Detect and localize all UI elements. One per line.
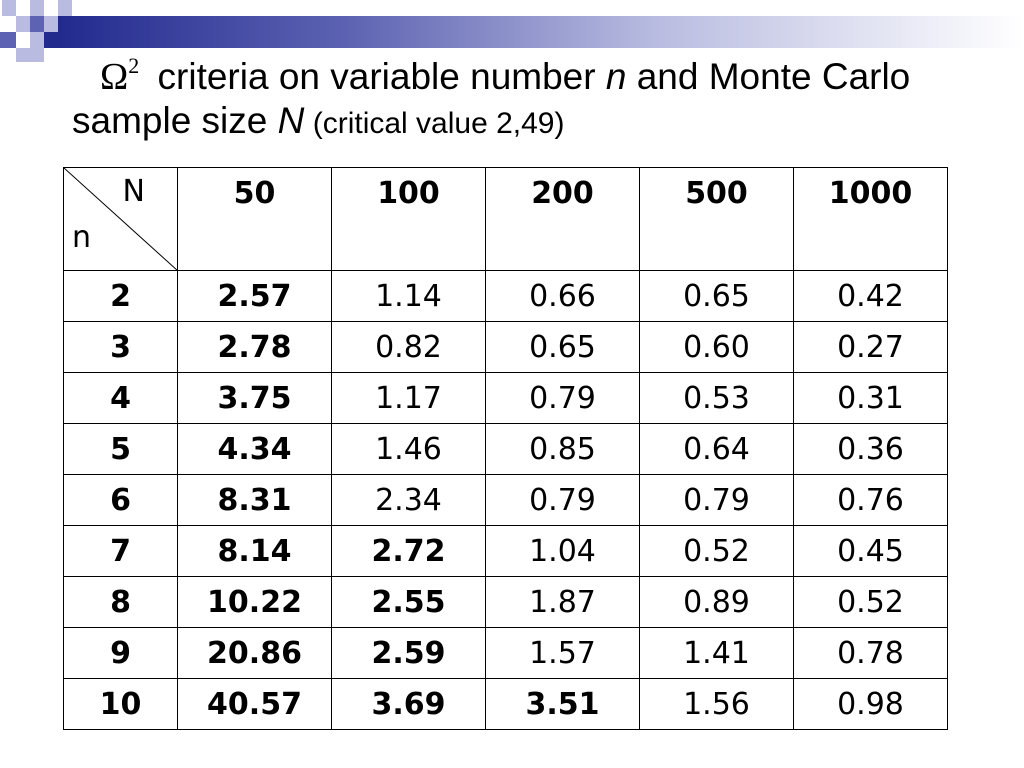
title-var-n: n [605,56,627,97]
table-cell: 0.60 [639,321,794,373]
table-row: 4 3.75 1.17 0.79 0.53 0.31 [63,372,948,424]
table-cell: 2.55 [331,576,486,628]
table-cell: 2.34 [331,474,486,526]
table-cell: 1.14 [331,270,486,322]
omega-symbol: Ω [100,56,129,98]
table-cell: 0.52 [639,525,794,577]
table-cell: 0.64 [639,423,794,475]
column-header: 100 [331,167,486,271]
table-cell: 1.56 [639,678,794,730]
table-cell: 2.72 [331,525,486,577]
table-cell: 1.04 [485,525,640,577]
table-cell: 0.79 [485,372,640,424]
row-header: 7 [63,525,178,577]
table-cell: 10.22 [177,576,332,628]
table-cell: 1.87 [485,576,640,628]
row-header: 9 [63,627,178,679]
corner-cell: N n [63,167,178,271]
slide-title: Ω2 criteria on variable number n and Mon… [72,44,972,146]
table-cell: 0.45 [793,525,948,577]
row-header: 2 [63,270,178,322]
table-row: 7 8.14 2.72 1.04 0.52 0.45 [63,525,948,577]
table-cell: 1.57 [485,627,640,679]
table-cell: 40.57 [177,678,332,730]
table-cell: 3.51 [485,678,640,730]
table-cell: 20.86 [177,627,332,679]
row-header: 8 [63,576,178,628]
decor-square [30,0,44,16]
results-table: N n 50 100 200 500 1000 2 2.57 1.14 0.66 0.6… [63,167,948,730]
table-cell: 2.57 [177,270,332,322]
decor-square [30,32,44,48]
table-cell: 3.75 [177,372,332,424]
row-header: 10 [63,678,178,730]
table-cell: 2.78 [177,321,332,373]
table-row: 10 40.57 3.69 3.51 1.56 0.98 [63,678,948,730]
table-cell: 1.46 [331,423,486,475]
table-cell: 8.14 [177,525,332,577]
table-cell: 0.79 [485,474,640,526]
table-row: 9 20.86 2.59 1.57 1.41 0.78 [63,627,948,679]
decor-square [30,48,44,62]
header-gradient-bar [58,16,1024,48]
table-cell: 0.66 [485,270,640,322]
corner-label-n: n [72,220,92,255]
title-note: (critical value 2,49) [304,107,565,140]
decor-square [16,48,30,62]
table-cell: 0.79 [639,474,794,526]
table-cell: 0.89 [639,576,794,628]
decor-square [30,16,44,32]
row-header: 3 [63,321,178,373]
table-cell: 0.42 [793,270,948,322]
decor-square [0,32,16,48]
decor-square [16,16,30,32]
table-cell: 0.82 [331,321,486,373]
table-cell: 0.53 [639,372,794,424]
table-cell: 0.52 [793,576,948,628]
column-header: 1000 [793,167,948,271]
column-header: 50 [177,167,332,271]
table-header-row: N n 50 100 200 500 1000 [63,167,948,271]
column-header: 500 [639,167,794,271]
table-cell: 0.85 [485,423,640,475]
corner-diagonal [64,168,178,271]
decor-square [44,16,58,32]
title-var-N: N [277,100,305,141]
decor-square [2,0,16,16]
corner-label-N: N [122,174,145,209]
table-row: 8 10.22 2.55 1.87 0.89 0.52 [63,576,948,628]
omega-superscript: 2 [128,53,140,78]
table-cell: 0.65 [639,270,794,322]
table-cell: 1.17 [331,372,486,424]
table-cell: 0.27 [793,321,948,373]
table-cell: 0.36 [793,423,948,475]
title-text-1: criteria on variable number [147,56,606,97]
decor-square [44,32,58,48]
row-header: 5 [63,423,178,475]
table-cell: 0.98 [793,678,948,730]
table-cell: 1.41 [639,627,794,679]
row-header: 4 [63,372,178,424]
table-cell: 0.78 [793,627,948,679]
table-row: 6 8.31 2.34 0.79 0.79 0.76 [63,474,948,526]
row-header: 6 [63,474,178,526]
table-cell: 8.31 [177,474,332,526]
decor-square [44,0,58,16]
table-cell: 4.34 [177,423,332,475]
table-row: 3 2.78 0.82 0.65 0.60 0.27 [63,321,948,373]
table-row: 5 4.34 1.46 0.85 0.64 0.36 [63,423,948,475]
title-text-2: and Monte Carlo sample size [72,56,911,141]
table-cell: 2.59 [331,627,486,679]
decor-square [16,0,30,16]
table-cell: 3.69 [331,678,486,730]
column-header: 200 [485,167,640,271]
table-cell: 0.31 [793,372,948,424]
table-cell: 0.76 [793,474,948,526]
table-row: 2 2.57 1.14 0.66 0.65 0.42 [63,270,948,322]
table-cell: 0.65 [485,321,640,373]
decor-square [58,0,72,16]
